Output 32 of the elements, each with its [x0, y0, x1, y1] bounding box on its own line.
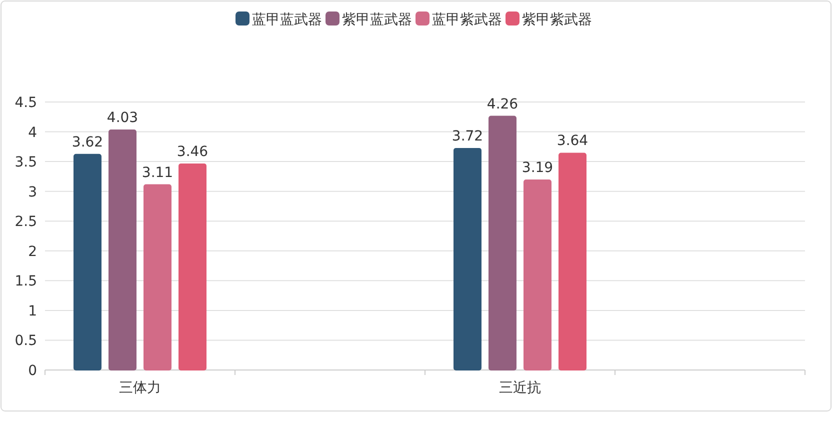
y-tick-label: 2: [28, 244, 37, 260]
y-tick-label: 4: [28, 124, 38, 141]
x-tick-label: 三近抗: [499, 380, 541, 396]
bar: [454, 148, 482, 370]
bar: [74, 154, 102, 370]
data-label: 3.72: [452, 128, 484, 144]
bar: [524, 180, 552, 370]
y-tick-label: 1.5: [14, 274, 37, 290]
data-label: 3.64: [556, 133, 588, 150]
legend-label: 紫甲紫武器: [522, 12, 592, 28]
y-tick-label: 0.5: [14, 333, 37, 350]
y-tick-label: 4.5: [14, 95, 37, 111]
data-label: 3.11: [142, 164, 174, 181]
y-tick-label: 0: [28, 363, 37, 379]
x-tick-label: 三体力: [119, 380, 161, 396]
bar: [144, 184, 172, 370]
data-label: 3.19: [522, 160, 554, 176]
legend-label: 紫甲蓝武器: [342, 12, 412, 28]
data-label: 4.03: [106, 110, 138, 126]
y-tick-label: 1: [28, 303, 37, 320]
data-label: 3.62: [72, 134, 104, 150]
data-label: 4.26: [486, 96, 518, 112]
bar: [488, 116, 516, 370]
bar: [178, 163, 206, 370]
legend-label: 蓝甲紫武器: [432, 12, 502, 28]
data-label: 3.46: [176, 144, 208, 160]
y-tick-label: 2.5: [14, 214, 37, 230]
bar: [108, 129, 136, 370]
y-tick-label: 3.5: [14, 154, 37, 171]
legend-label: 蓝甲蓝武器: [252, 12, 322, 28]
bar: [558, 152, 586, 370]
y-tick-label: 3: [28, 184, 37, 200]
